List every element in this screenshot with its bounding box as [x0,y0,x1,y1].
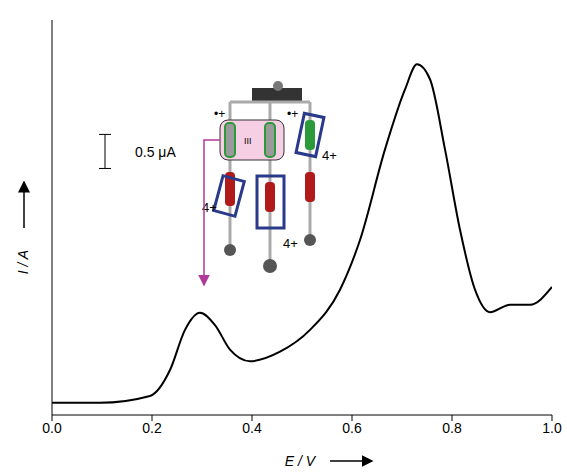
svg-text:0.2: 0.2 [142,420,162,436]
svg-text:III: III [244,136,252,146]
svg-text:4+: 4+ [322,148,337,163]
svg-text:1.0: 1.0 [542,420,562,436]
svg-text:0.5 μA: 0.5 μA [135,144,176,160]
svg-text:0.4: 0.4 [242,420,262,436]
svg-text:I / A: I / A [15,250,31,274]
svg-text:0.8: 0.8 [442,420,462,436]
svg-text:E / V: E / V [285,453,317,469]
svg-text:0.0: 0.0 [42,420,62,436]
svg-text:4+: 4+ [283,236,298,251]
svg-text:4+: 4+ [202,200,217,215]
svg-text:0.6: 0.6 [342,420,362,436]
svg-text:•+: •+ [287,107,298,121]
svg-text:•+: •+ [214,107,225,121]
